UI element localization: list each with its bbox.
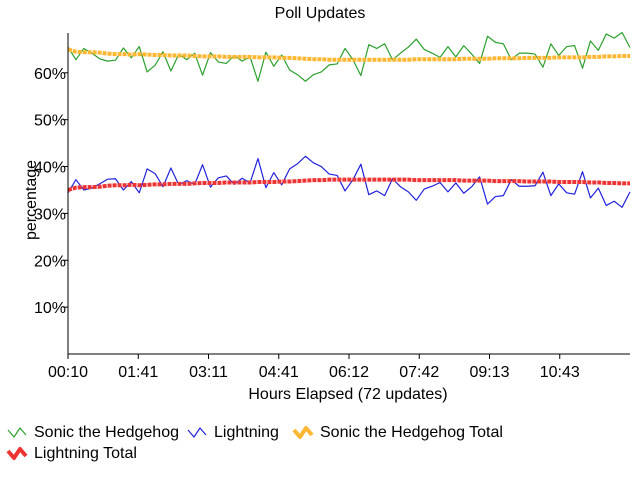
plot-area	[67, 31, 631, 208]
y-tick-label-2: 30%	[34, 206, 66, 223]
y-tick-label-4: 50%	[34, 113, 66, 130]
y-tick-label-0: 10%	[34, 300, 66, 317]
series-line-2	[67, 47, 630, 62]
y-tick-label-5: 60%	[34, 66, 66, 83]
legend-label-3: Lightning Total	[34, 445, 137, 462]
y-axis-title: percentage	[23, 160, 40, 240]
legend-item-2: Sonic the Hedgehog Total	[292, 424, 503, 441]
x-tick-label-6: 09:13	[469, 364, 509, 381]
chart-title: Poll Updates	[275, 5, 366, 22]
y-tick-label-3: 40%	[34, 160, 66, 177]
x-tick-label-5: 07:42	[399, 364, 439, 381]
x-tick-label-2: 03:11	[189, 364, 228, 381]
series-line-1	[67, 155, 631, 208]
x-tick-label-0: 00:10	[48, 364, 88, 381]
legend-label-2: Sonic the Hedgehog Total	[320, 424, 503, 441]
legend-swatch-2	[292, 426, 314, 439]
legend-swatch-1	[187, 427, 207, 438]
x-tick-label-4: 06:12	[329, 364, 369, 381]
x-axis-title: Hours Elapsed (72 updates)	[248, 386, 447, 403]
legend-label-1: Lightning	[214, 424, 279, 441]
legend-swatch-3	[6, 447, 28, 460]
legend-item-1: Lightning	[187, 424, 279, 441]
legend: Sonic the Hedgehog Lightning Sonic the Hed…	[6, 424, 503, 462]
series-line-0	[67, 31, 631, 82]
x-tick-label-1: 01:41	[118, 364, 158, 381]
series-line-3	[67, 177, 630, 192]
y-tick-label-1: 20%	[34, 253, 66, 270]
x-tick-label-3: 04:41	[259, 364, 299, 381]
legend-swatch-0	[7, 427, 27, 438]
axes: 10% 20% 30% 40% 50% 60% 00:10 01:41 03:11 04:41 06…	[34, 33, 630, 381]
legend-label-0: Sonic the Hedgehog	[34, 424, 179, 441]
legend-item-3: Lightning Total	[6, 445, 137, 462]
x-tick-label-7: 10:43	[540, 364, 580, 381]
legend-item-0: Sonic the Hedgehog	[7, 424, 179, 441]
